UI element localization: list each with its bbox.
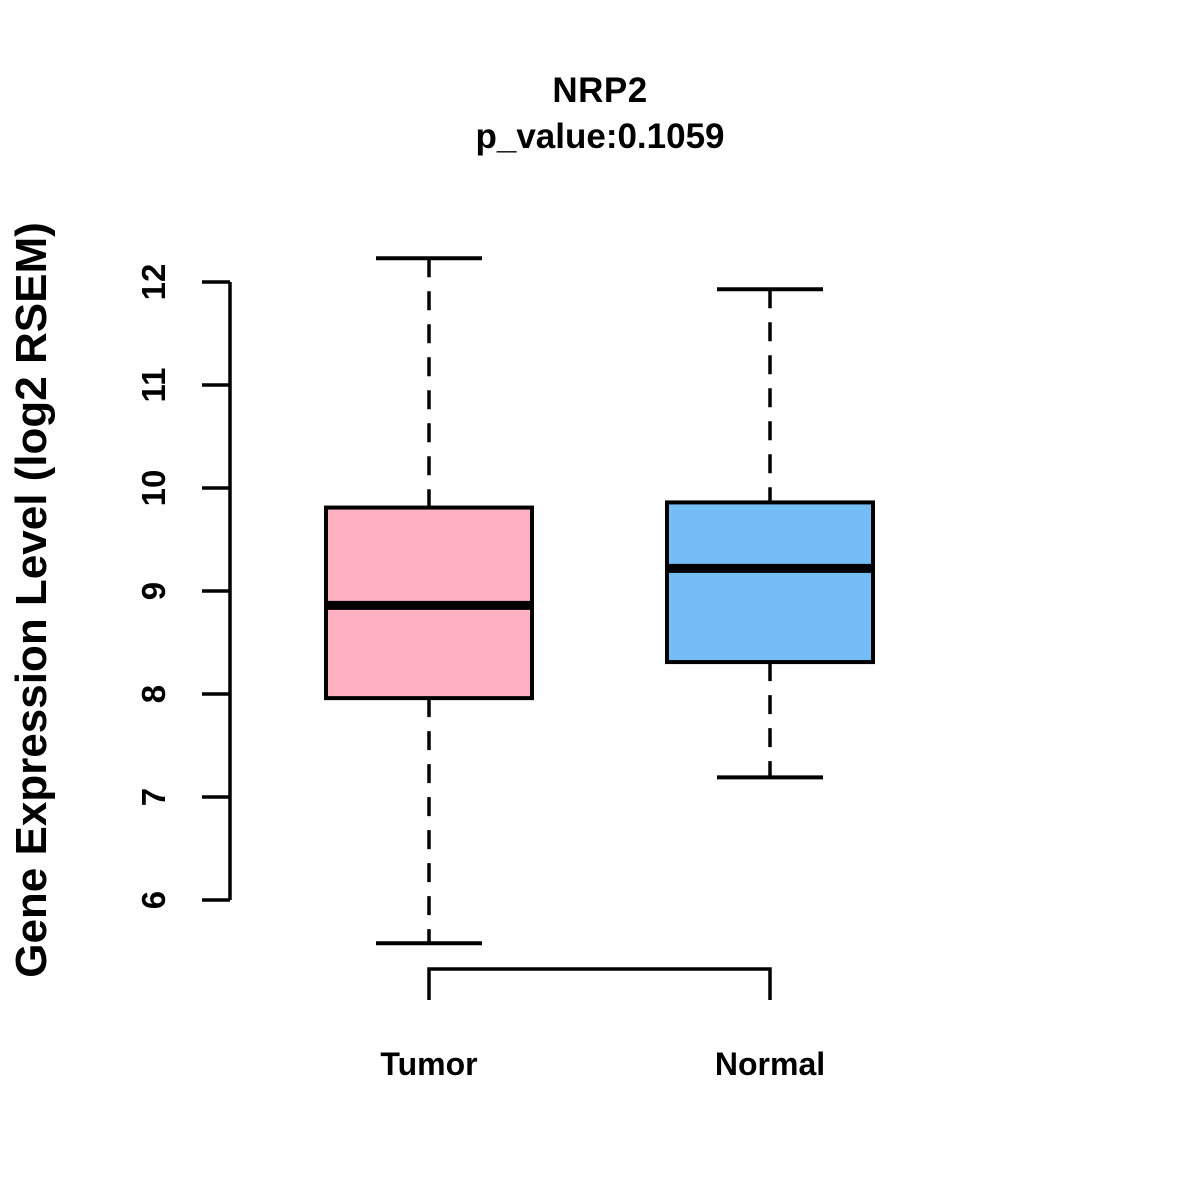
normal-box (665, 500, 875, 665)
y-axis-tick-label: 11 (135, 368, 172, 403)
category-label-tumor: Tumor (380, 1046, 477, 1082)
category-label-normal: Normal (715, 1046, 825, 1082)
y-axis-tick-label: 10 (135, 470, 172, 507)
chart-subtitle: p_value:0.1059 (475, 117, 725, 156)
y-axis-tick-label: 8 (135, 685, 172, 703)
y-axis-tick-label: 7 (135, 788, 172, 806)
y-axis-tick-label: 9 (135, 582, 172, 600)
y-axis-tick-label: 6 (135, 891, 172, 909)
chart-title: NRP2 (552, 71, 648, 110)
x-axis-bracket (427, 967, 772, 1000)
y-axis-tick-label: 12 (135, 264, 172, 301)
